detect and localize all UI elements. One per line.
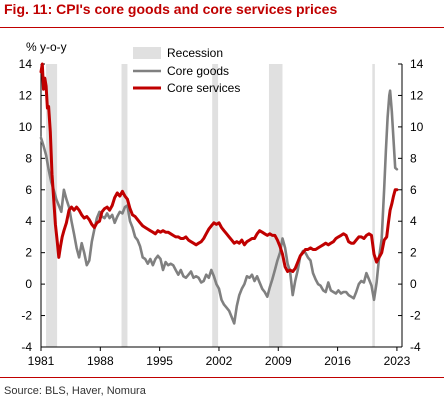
line-chart: -4 -4 -2 -2 0 0 2 2 4 4 6 6 8 8 10 10 12 12 14 14 1981 1988 19… bbox=[19, 40, 424, 368]
recession-bands bbox=[46, 64, 375, 347]
x-tick-label: 1988 bbox=[87, 354, 114, 368]
x-tick-label: 2009 bbox=[265, 354, 292, 368]
y-axis-label: % y-o-y bbox=[26, 40, 67, 54]
y-tick-label-left: 0 bbox=[25, 277, 32, 291]
recession-band-3 bbox=[268, 64, 283, 347]
legend-label-core-goods: Core goods bbox=[167, 64, 229, 78]
y-tick-label-left: 6 bbox=[25, 183, 32, 197]
source-divider bbox=[0, 377, 444, 378]
y-tick-label-right: 10 bbox=[410, 120, 424, 134]
x-tick-label: 2002 bbox=[206, 354, 233, 368]
y-tick-label-left: -2 bbox=[21, 309, 32, 323]
recession-band-2 bbox=[212, 64, 219, 347]
y-tick-label-right: 12 bbox=[410, 88, 424, 102]
y-tick-label-left: 12 bbox=[19, 88, 33, 102]
y-tick-label-right: 2 bbox=[410, 246, 417, 260]
y-tick-label-right: -4 bbox=[410, 340, 421, 354]
y-tick-label-right: 0 bbox=[410, 277, 417, 291]
x-tick-label: 1981 bbox=[28, 354, 55, 368]
legend-label-recession: Recession bbox=[167, 46, 223, 60]
chart-legend: Recession Core goods Core services bbox=[133, 46, 240, 95]
recession-band-1 bbox=[121, 64, 128, 347]
y-tick-label-left: -4 bbox=[21, 340, 32, 354]
y-tick-label-left: 4 bbox=[25, 214, 32, 228]
y-tick-label-right: 6 bbox=[410, 183, 417, 197]
y-tick-label-left: 2 bbox=[25, 246, 32, 260]
y-tick-label-right: 8 bbox=[410, 151, 417, 165]
y-tick-label-left: 14 bbox=[19, 57, 33, 71]
recession-band-0 bbox=[46, 64, 58, 347]
chart-title: Fig. 11: CPI's core goods and core servi… bbox=[4, 1, 338, 17]
recession-band-4 bbox=[372, 64, 375, 347]
title-divider bbox=[0, 27, 444, 28]
y-tick-label-left: 8 bbox=[25, 151, 32, 165]
chart-series bbox=[39, 62, 399, 325]
series-line-core-services bbox=[39, 62, 399, 273]
chart-axes: -4 -4 -2 -2 0 0 2 2 4 4 6 6 8 8 10 10 12 12 14 14 1981 1988 19… bbox=[19, 57, 424, 368]
x-tick-label: 1995 bbox=[146, 354, 173, 368]
y-tick-label-right: 4 bbox=[410, 214, 417, 228]
series-line-core-goods bbox=[39, 89, 399, 325]
legend-swatch-recession bbox=[133, 47, 161, 59]
x-tick-label: 2016 bbox=[324, 354, 351, 368]
source-note: Source: BLS, Haver, Nomura bbox=[4, 385, 146, 397]
y-tick-label-left: 10 bbox=[19, 120, 33, 134]
x-tick-label: 2023 bbox=[384, 354, 411, 368]
y-tick-label-right: -2 bbox=[410, 309, 421, 323]
y-tick-label-right: 14 bbox=[410, 57, 424, 71]
legend-label-core-services: Core services bbox=[167, 81, 240, 95]
